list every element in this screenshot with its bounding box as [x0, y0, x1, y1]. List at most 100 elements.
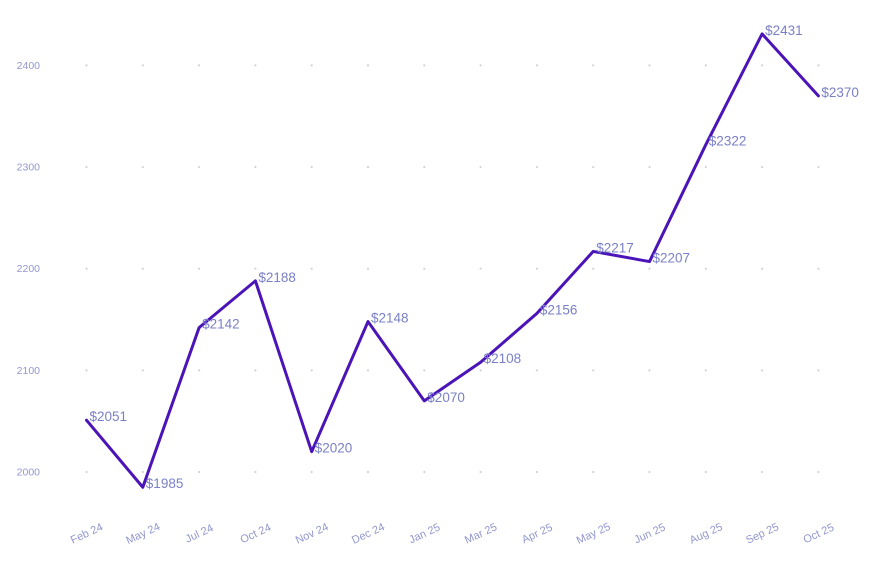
data-point-label: $2370 [821, 85, 859, 100]
x-tick-label: Apr 25 [520, 522, 554, 547]
grid-dot [704, 165, 707, 169]
x-tick-label: Jul 24 [184, 522, 216, 545]
y-tick-label: 2200 [17, 263, 41, 275]
grid-dot [198, 64, 201, 67]
grid-dot [704, 267, 707, 270]
grid-dot [704, 369, 707, 372]
grid-dot [535, 165, 539, 169]
data-point-label: $2156 [540, 302, 578, 317]
x-tick-label: Dec 24 [350, 521, 387, 547]
grid-dot [198, 470, 201, 474]
grid-dot [592, 165, 595, 169]
grid-dot [817, 369, 820, 372]
grid-dot [704, 470, 707, 474]
grid-dot [85, 369, 88, 372]
grid-dot [141, 165, 144, 169]
data-point-label: $2217 [596, 240, 634, 255]
grid-dot [479, 267, 482, 270]
grid-dot [817, 470, 820, 474]
grid-dot [592, 470, 595, 474]
grid-dot [423, 369, 426, 372]
x-tick-label: Feb 24 [69, 521, 105, 546]
grid-dot [648, 369, 651, 372]
y-tick-label: 2400 [17, 60, 41, 72]
x-tick-label: Nov 24 [294, 521, 331, 547]
grid-dot [198, 165, 201, 169]
grid-dot [817, 165, 820, 169]
grid-dot [648, 470, 651, 474]
y-tick-label: 2000 [17, 467, 41, 479]
grid-dot [366, 64, 370, 67]
grid-dot [254, 64, 257, 67]
grid-dot [423, 165, 426, 169]
x-tick-label: Aug 25 [688, 521, 725, 547]
grid-dot [141, 369, 144, 372]
price-series-line [85, 32, 820, 489]
grid-dot [310, 470, 313, 474]
grid-dot [198, 369, 201, 372]
x-tick-label: Sep 25 [744, 521, 781, 547]
grid-dot [310, 369, 313, 372]
grid-dot [761, 470, 764, 474]
data-point-label: $2051 [90, 409, 128, 424]
grid-dot [198, 267, 201, 270]
grid-dot [310, 165, 313, 169]
data-point-label: $2142 [202, 317, 240, 332]
grid-dot [535, 470, 539, 474]
grid-dot [817, 64, 820, 67]
grid-dot [366, 470, 370, 474]
grid-dot [535, 369, 539, 372]
x-tick-label: May 24 [124, 521, 162, 547]
grid-dot [648, 267, 651, 270]
grid-dot [423, 64, 426, 67]
grid-dot [310, 64, 313, 67]
grid-dot [648, 165, 651, 169]
data-point-label: $2322 [709, 134, 747, 149]
grid-dot [254, 165, 257, 169]
grid-dot [817, 267, 820, 270]
grid-dot [254, 267, 257, 270]
grid-dot [535, 64, 539, 67]
grid-dot [592, 267, 595, 270]
data-point-label: $2188 [258, 270, 296, 285]
grid-dot [592, 369, 595, 372]
grid-dot [479, 470, 482, 474]
grid-dot [141, 64, 144, 67]
grid-dot [366, 165, 370, 169]
x-tick-label: Jan 25 [407, 521, 442, 546]
grid-dot [141, 470, 144, 474]
grid-dot [761, 64, 764, 67]
y-tick-label: 2100 [17, 365, 41, 377]
grid-dot [761, 165, 764, 169]
grid-dot [366, 369, 370, 372]
grid-dot [310, 267, 313, 270]
x-tick-label: Jun 25 [632, 521, 667, 546]
data-point-label: $2431 [765, 23, 803, 38]
data-point-label: $2020 [315, 441, 353, 456]
grid-dot [423, 267, 426, 270]
grid-dot [254, 470, 257, 474]
grid-dot [85, 165, 88, 169]
y-tick-label: 2300 [17, 162, 41, 174]
data-point-label: $2207 [653, 251, 691, 266]
x-tick-label: Mar 25 [463, 521, 499, 546]
grid-dot [254, 369, 257, 372]
grid-dot [85, 267, 88, 270]
data-point-label: $2070 [427, 390, 465, 405]
data-point-label: $1985 [146, 476, 184, 491]
grid-dot [423, 470, 426, 474]
x-tick-label: May 25 [575, 521, 613, 547]
data-point-label: $2108 [484, 351, 522, 366]
grid-dot [85, 470, 88, 474]
grid-dot [479, 369, 482, 372]
grid-dot [366, 267, 370, 270]
x-tick-label: Oct 25 [802, 522, 836, 547]
grid-dot [704, 64, 707, 67]
grid-dot [592, 64, 595, 67]
grid-dot [479, 64, 482, 67]
grid-dot [761, 369, 764, 372]
x-tick-label: Oct 24 [239, 522, 273, 547]
grid-dot [85, 64, 88, 67]
